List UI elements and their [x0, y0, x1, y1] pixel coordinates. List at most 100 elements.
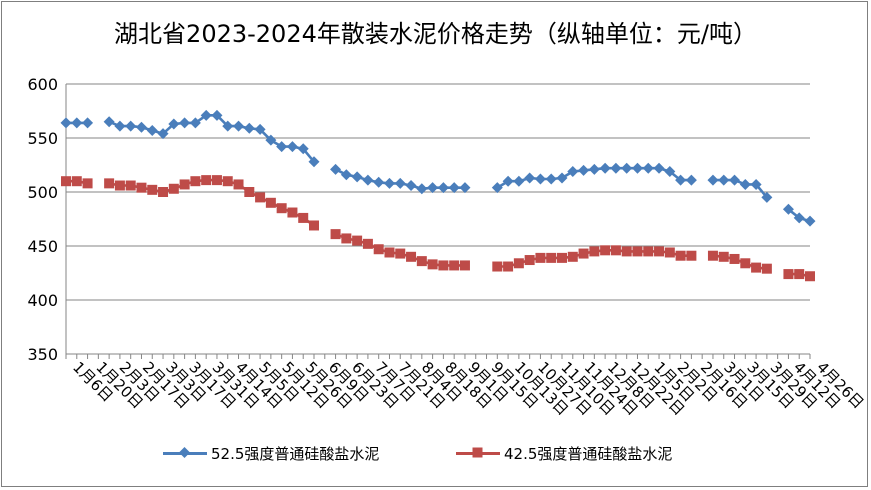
- series-2-point: [718, 251, 729, 262]
- series-1-point: [211, 109, 223, 121]
- series-1-point: [405, 180, 417, 192]
- series-1-point: [383, 177, 395, 189]
- series-2-point: [201, 175, 212, 186]
- series-2-point: [449, 260, 460, 271]
- series-2: [61, 175, 815, 282]
- series-2-point: [416, 256, 427, 267]
- series-2-point: [524, 255, 535, 266]
- series-1-point: [168, 118, 180, 130]
- series-1: [60, 109, 816, 227]
- series-1-point: [373, 176, 385, 188]
- series-1-point: [254, 123, 266, 135]
- series-2-point: [406, 251, 417, 262]
- series-1-point: [556, 172, 568, 184]
- series-1-point: [761, 191, 773, 203]
- chart-title: 湖北省2023-2024年散装水泥价格走势（纵轴单位：元/吨）: [114, 20, 757, 48]
- series-1-point: [524, 172, 536, 184]
- series-1-point: [135, 121, 147, 133]
- series-1-point: [297, 143, 309, 155]
- series-1-point: [545, 173, 557, 185]
- series-2-point: [567, 251, 578, 262]
- series-group: [60, 109, 816, 282]
- series-2-point: [557, 252, 567, 263]
- series-1-point: [276, 141, 288, 153]
- series-2-point: [287, 207, 298, 218]
- series-2-point: [546, 252, 557, 263]
- series-1-point: [265, 134, 277, 146]
- series-2-point: [427, 259, 438, 270]
- series-1-point: [157, 128, 169, 140]
- series-2-point: [751, 262, 762, 273]
- series-2-point: [535, 252, 546, 263]
- series-2-point: [805, 271, 815, 282]
- series-1-point: [114, 120, 126, 132]
- series-1-point: [534, 173, 546, 185]
- series-1-point: [653, 162, 665, 174]
- y-tick-label: 450: [27, 237, 58, 256]
- series-1-point: [200, 109, 212, 121]
- series-2-point: [740, 258, 751, 269]
- series-2-point: [352, 235, 363, 246]
- series-2-point: [265, 197, 276, 208]
- series-2-point: [82, 178, 93, 189]
- y-tick-label: 500: [27, 183, 58, 202]
- series-1-point: [82, 117, 94, 129]
- series-2-point: [222, 176, 233, 187]
- series-2-point: [309, 220, 319, 231]
- y-tick-label: 350: [27, 345, 58, 364]
- legend-label-series-2: 42.5强度普通硅酸盐水泥: [504, 444, 673, 463]
- series-1-point: [750, 178, 762, 190]
- series-2-point: [168, 183, 179, 194]
- series-1-point: [427, 182, 439, 194]
- series-2-point: [114, 180, 125, 191]
- series-2-point: [589, 246, 600, 257]
- legend-label-series-1: 52.5强度普通硅酸盐水泥: [211, 444, 380, 463]
- series-1-point: [491, 182, 503, 194]
- series-2-point: [373, 244, 384, 255]
- series-2-point: [179, 179, 190, 190]
- series-1-point: [362, 174, 374, 186]
- series-2-point: [643, 246, 654, 257]
- series-1-point: [642, 162, 654, 174]
- series-1-point: [502, 175, 514, 187]
- series-2-point: [125, 180, 136, 191]
- series-1-point: [394, 177, 406, 189]
- series-1-point: [71, 117, 83, 129]
- series-2-point: [147, 184, 158, 195]
- series-2-point: [190, 176, 201, 187]
- series-2-point: [578, 248, 589, 259]
- x-axis-tick-labels: 1月6日1月20日2月3日2月17日3月3日3月17日3月31日4月14日5月5…: [69, 358, 867, 419]
- series-1-point: [588, 163, 600, 175]
- series-2-point: [104, 178, 115, 189]
- series-2-point: [255, 192, 266, 203]
- series-1-point: [578, 164, 590, 176]
- series-1-point: [631, 162, 643, 174]
- legend-item-series-2: 42.5强度普通硅酸盐水泥: [456, 440, 672, 466]
- series-1-point: [729, 174, 741, 186]
- series-2-point: [384, 247, 395, 258]
- series-2-point: [513, 258, 524, 269]
- legend-swatch-series-1: [163, 446, 207, 460]
- series-1-point: [146, 124, 158, 136]
- series-1-point: [804, 215, 816, 227]
- series-2-point: [686, 250, 697, 261]
- series-2-point: [654, 246, 665, 257]
- series-2-point: [341, 233, 352, 244]
- series-2-point: [158, 187, 169, 197]
- series-1-point: [286, 141, 298, 153]
- series-1-point: [707, 174, 719, 186]
- y-tick-label: 600: [27, 75, 58, 94]
- series-2-point: [600, 245, 611, 256]
- series-1-line: [66, 114, 811, 223]
- series-1-point: [664, 165, 676, 177]
- y-tick-label: 550: [27, 129, 58, 148]
- series-2-point: [61, 176, 71, 187]
- series-2-point: [664, 247, 675, 258]
- series-1-point: [685, 174, 697, 186]
- series-1-point: [610, 162, 622, 174]
- series-2-point: [675, 250, 686, 261]
- series-1-point: [513, 175, 525, 187]
- series-2-point: [233, 179, 244, 190]
- series-1-point: [416, 183, 428, 195]
